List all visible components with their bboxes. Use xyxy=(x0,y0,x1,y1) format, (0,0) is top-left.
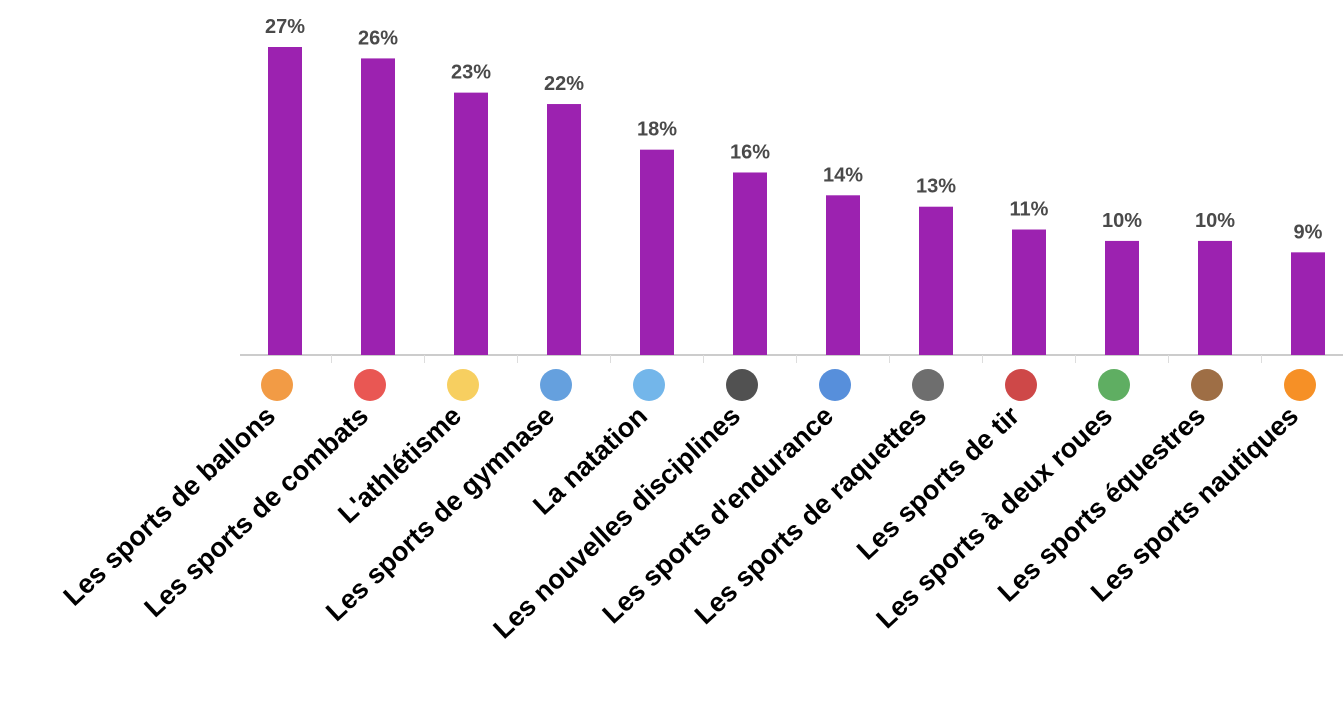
bar xyxy=(547,104,581,355)
value-label: 27% xyxy=(265,16,305,38)
value-label: 9% xyxy=(1294,221,1323,243)
value-label: 11% xyxy=(1010,199,1049,221)
bar xyxy=(1291,252,1325,355)
bar xyxy=(268,47,302,355)
value-label: 23% xyxy=(451,62,491,84)
bar xyxy=(640,149,674,355)
bar xyxy=(454,92,488,355)
value-label: 14% xyxy=(823,164,863,186)
bar xyxy=(1105,240,1139,355)
bar xyxy=(361,58,395,355)
category-icon xyxy=(1284,369,1316,401)
bar xyxy=(826,195,860,355)
category-icon xyxy=(726,369,758,401)
value-label: 18% xyxy=(637,119,677,141)
value-label: 22% xyxy=(544,73,584,95)
category-icon xyxy=(540,369,572,401)
value-label: 16% xyxy=(730,141,770,163)
value-label: 13% xyxy=(916,176,956,198)
category-icon xyxy=(261,369,293,401)
bar xyxy=(733,172,767,355)
value-label: 10% xyxy=(1102,210,1142,232)
category-icon xyxy=(633,369,665,401)
bar xyxy=(1198,240,1232,355)
category-icon xyxy=(819,369,851,401)
category-icon xyxy=(1005,369,1037,401)
category-icon xyxy=(1098,369,1130,401)
bar xyxy=(1012,229,1046,355)
bar xyxy=(919,206,953,355)
category-icon xyxy=(912,369,944,401)
value-label: 26% xyxy=(358,27,398,49)
value-label: 10% xyxy=(1195,210,1235,232)
category-icon xyxy=(354,369,386,401)
x-tick-label: Les sports de tir xyxy=(851,400,1025,566)
category-icon xyxy=(1191,369,1223,401)
category-icon xyxy=(447,369,479,401)
